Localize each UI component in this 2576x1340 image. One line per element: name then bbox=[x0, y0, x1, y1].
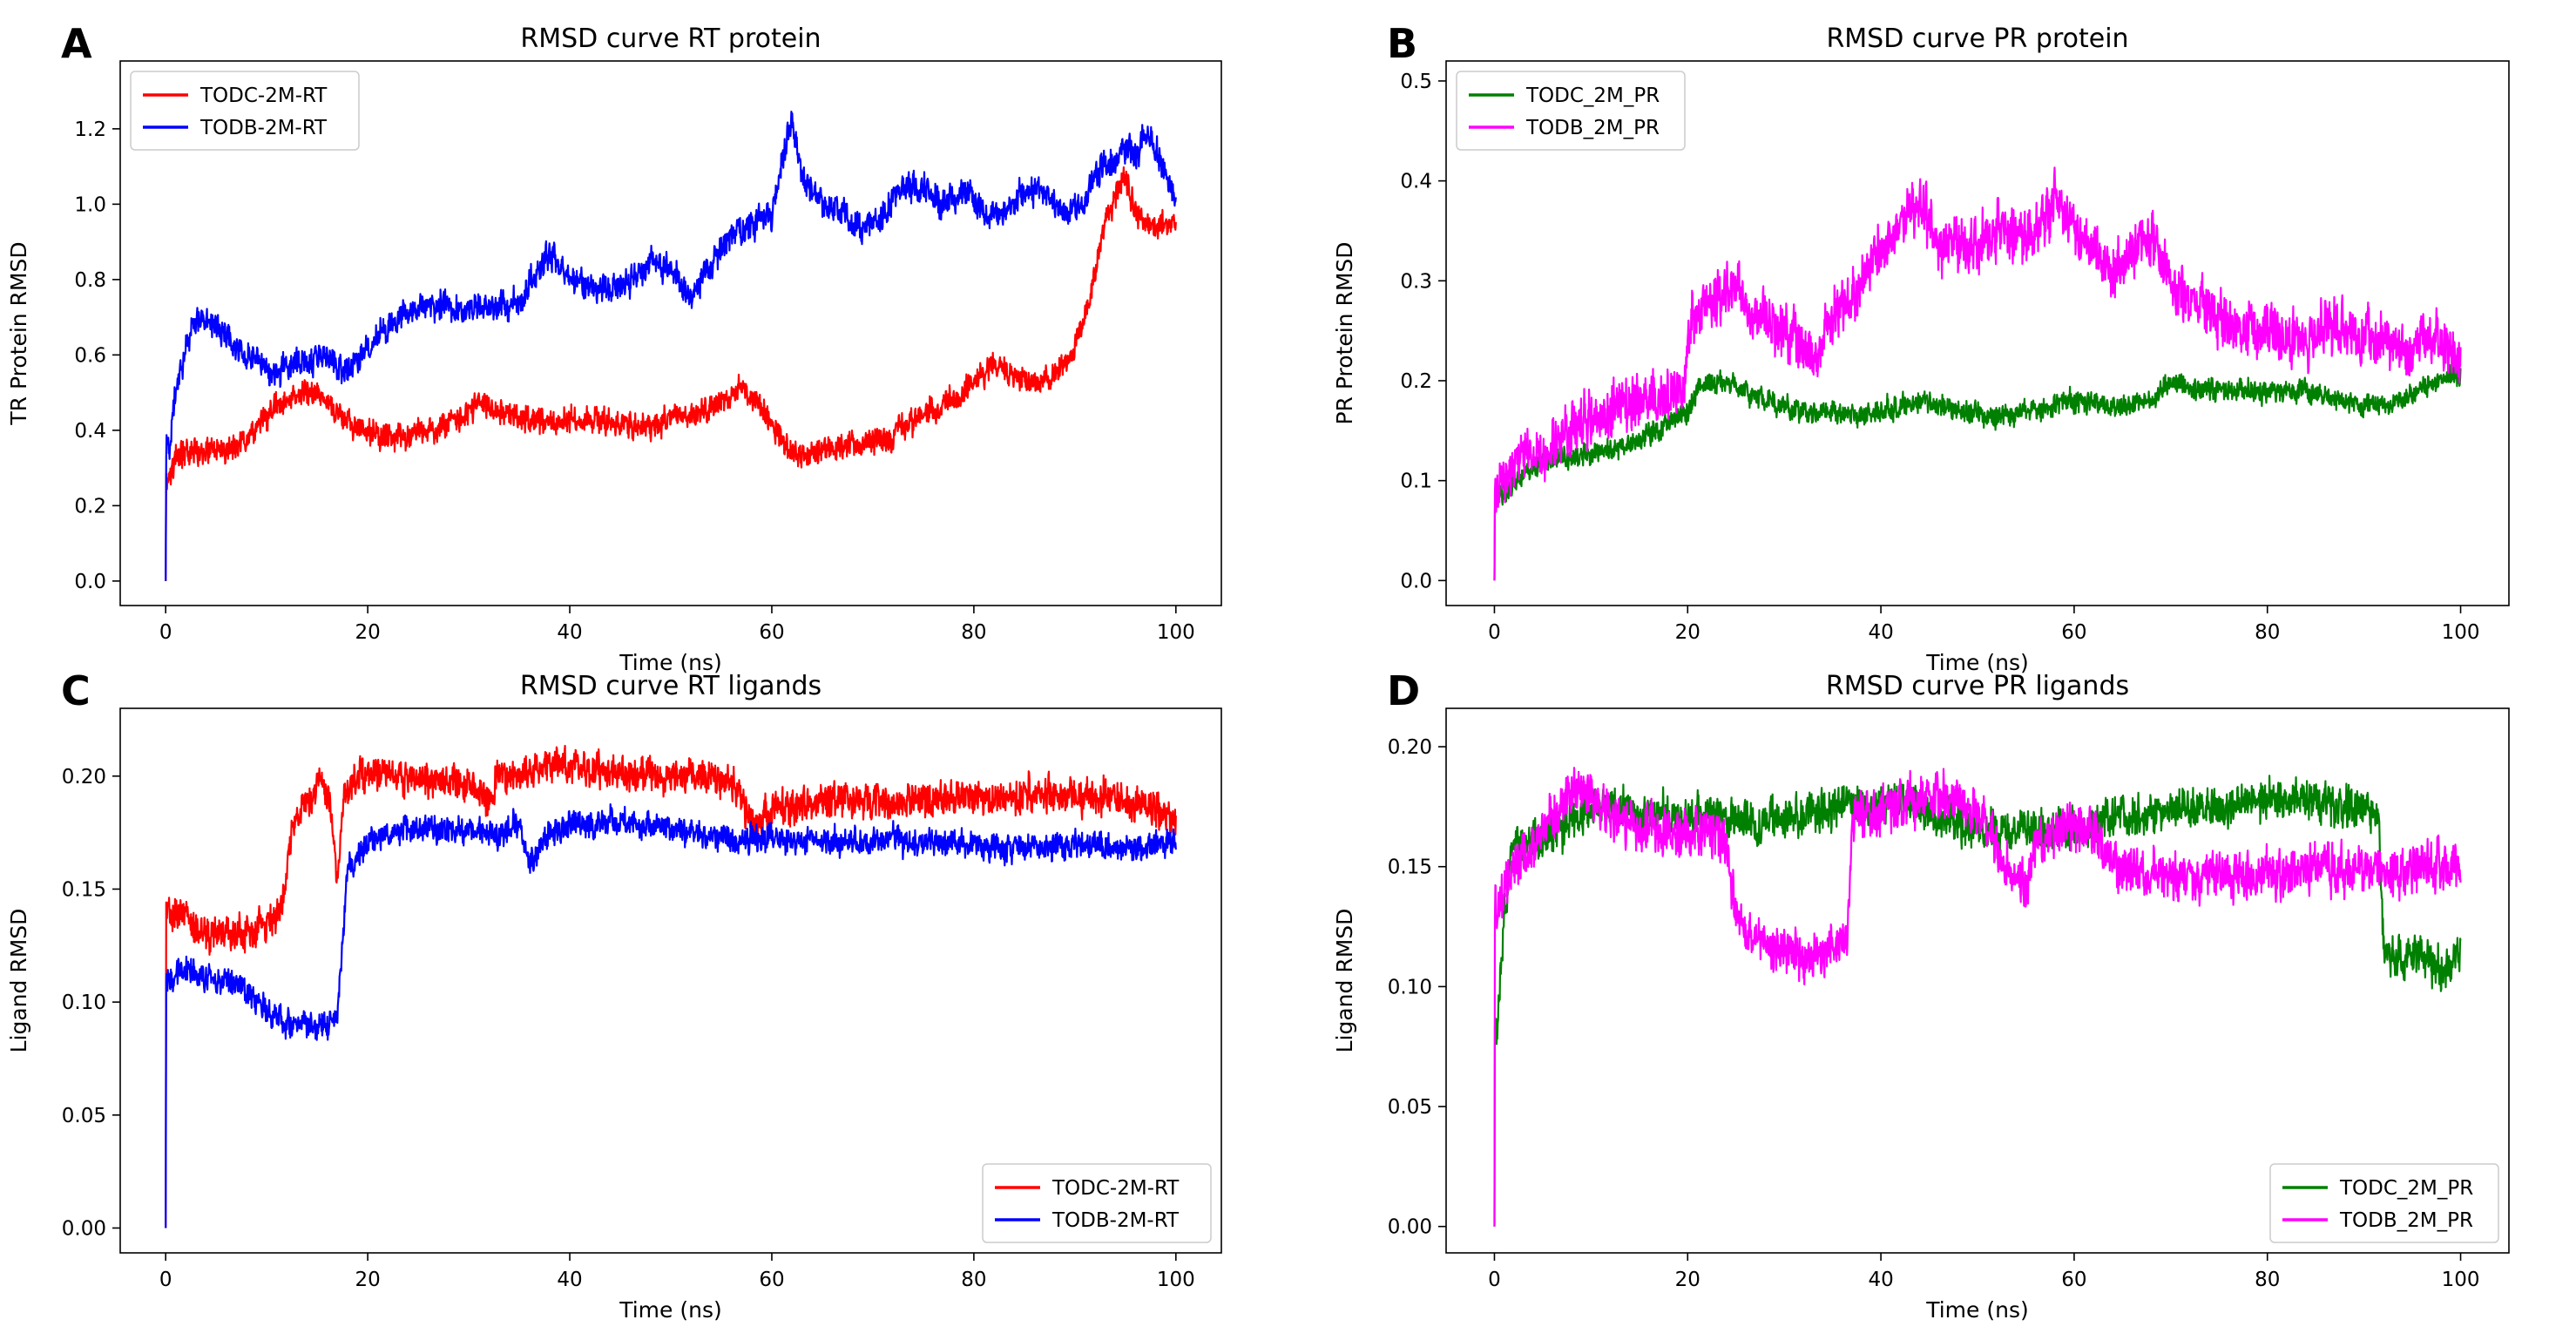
y-tick-label: 0.6 bbox=[74, 344, 106, 367]
y-tick-label: 1.0 bbox=[74, 193, 106, 216]
x-tick-label: 0 bbox=[159, 621, 172, 644]
y-tick-label: 0.4 bbox=[1400, 171, 1432, 193]
panel-letter: A bbox=[61, 20, 92, 67]
y-axis-label: Ligand RMSD bbox=[1332, 909, 1357, 1053]
legend-box bbox=[1456, 71, 1686, 151]
legend-label: TODC-2M-RT bbox=[199, 85, 328, 107]
x-tick-label: 40 bbox=[1868, 1269, 1893, 1291]
chart-title: RMSD curve PR ligands bbox=[1826, 671, 2129, 701]
legend: TODC_2M_PR TODB_2M_PR bbox=[2269, 1163, 2499, 1243]
y-tick-label: 0.2 bbox=[1400, 370, 1432, 393]
chart-panel-c: 0 20 40 60 80 100 0.00 0.05 0.10 0.15 0.20 RMSD cur… bbox=[6, 667, 1222, 1323]
x-tick-label: 40 bbox=[557, 1269, 582, 1291]
chart-panel-b: 0 20 40 60 80 100 0.0 0.1 0.2 0.3 0.4 0.5 RMSD curve… bbox=[1332, 20, 2510, 675]
panel-letter: B bbox=[1387, 20, 1417, 67]
x-tick-label: 100 bbox=[1157, 621, 1195, 644]
y-tick-label: 0.00 bbox=[62, 1217, 106, 1240]
series-line-todc_2m_pr bbox=[1493, 363, 2462, 581]
panel-letter: C bbox=[61, 667, 91, 714]
series-group bbox=[165, 111, 1177, 581]
chart-title: RMSD curve RT ligands bbox=[520, 671, 821, 701]
x-tick-label: 0 bbox=[1488, 621, 1501, 644]
x-tick-label: 60 bbox=[2061, 621, 2086, 644]
y-tick-label: 0.4 bbox=[74, 420, 106, 443]
x-tick-label: 80 bbox=[961, 1269, 986, 1291]
y-axis-label: PR Protein RMSD bbox=[1332, 241, 1357, 424]
x-tick-label: 20 bbox=[1675, 1269, 1700, 1291]
y-tick-label: 0.00 bbox=[1388, 1216, 1432, 1239]
x-tick-label: 40 bbox=[557, 621, 582, 644]
y-axis-label: Ligand RMSD bbox=[6, 909, 31, 1053]
x-tick-label: 80 bbox=[961, 621, 986, 644]
y-tick-label: 0.15 bbox=[62, 878, 106, 901]
plot-frame bbox=[1445, 707, 2510, 1254]
y-tick-label: 0.05 bbox=[1388, 1096, 1432, 1119]
legend-label: TODB-2M-RT bbox=[199, 117, 328, 139]
x-tick-label: 80 bbox=[2255, 621, 2280, 644]
x-tick-label: 60 bbox=[2061, 1269, 2086, 1291]
y-tick-label: 1.2 bbox=[74, 118, 106, 141]
legend-label: TODB_2M_PR bbox=[2339, 1209, 2473, 1232]
series-group bbox=[1493, 166, 2462, 581]
x-axis-label: Time (ns) bbox=[1925, 650, 2029, 675]
x-axis-label: Time (ns) bbox=[619, 1297, 722, 1323]
chart-title: RMSD curve RT protein bbox=[520, 24, 821, 54]
y-tick-label: 0.3 bbox=[1400, 270, 1432, 293]
legend-label: TODB-2M-RT bbox=[1051, 1209, 1180, 1232]
y-axis-label: TR Protein RMSD bbox=[6, 241, 31, 425]
legend-label: TODC_2M_PR bbox=[1525, 85, 1660, 107]
y-tick-label: 0.1 bbox=[1400, 470, 1432, 493]
legend-label: TODB_2M_PR bbox=[1525, 117, 1660, 139]
plot-frame bbox=[119, 707, 1222, 1254]
series-line-todc-2m-rt bbox=[165, 166, 1177, 581]
y-tick-label: 0.10 bbox=[1388, 976, 1432, 998]
x-tick-label: 0 bbox=[1488, 1269, 1501, 1291]
y-tick-label: 0.2 bbox=[74, 495, 106, 518]
y-tick-label: 0.5 bbox=[1400, 71, 1432, 93]
plot-frame bbox=[1445, 60, 2510, 606]
chart-panel-d: 0 20 40 60 80 100 0.00 0.05 0.10 0.15 0.20 RMSD cur… bbox=[1332, 667, 2510, 1323]
y-tick-label: 0.20 bbox=[1388, 736, 1432, 759]
legend: TODC-2M-RT TODB-2M-RT bbox=[982, 1163, 1212, 1243]
legend-label: TODC-2M-RT bbox=[1051, 1177, 1180, 1200]
series-line-todb_2m_pr bbox=[1493, 767, 2462, 1227]
panel-letter: D bbox=[1387, 667, 1420, 714]
x-tick-label: 0 bbox=[159, 1269, 172, 1291]
legend: TODC_2M_PR TODB_2M_PR bbox=[1456, 71, 1686, 151]
series-line-todb-2m-rt bbox=[165, 111, 1177, 581]
legend-box bbox=[2269, 1163, 2499, 1243]
x-tick-label: 20 bbox=[1675, 621, 1700, 644]
x-axis-label: Time (ns) bbox=[1925, 1297, 2029, 1323]
y-tick-label: 0.20 bbox=[62, 766, 106, 788]
chart-title: RMSD curve PR protein bbox=[1826, 24, 2128, 54]
chart-panel-a: 0 20 40 60 80 100 0.0 0.2 0.4 0.6 0.8 1.0 1.2 RMSD cu… bbox=[6, 20, 1222, 675]
legend-label: TODC_2M_PR bbox=[2339, 1177, 2473, 1200]
y-tick-label: 0.10 bbox=[62, 991, 106, 1014]
x-tick-label: 80 bbox=[2255, 1269, 2280, 1291]
y-tick-label: 0.15 bbox=[1388, 856, 1432, 879]
x-tick-label: 40 bbox=[1868, 621, 1893, 644]
y-tick-label: 0.05 bbox=[62, 1105, 106, 1127]
series-group bbox=[1493, 767, 2462, 1227]
series-line-todb-2m-rt bbox=[165, 803, 1177, 1228]
x-tick-label: 100 bbox=[1157, 1269, 1195, 1291]
x-tick-label: 20 bbox=[355, 1269, 380, 1291]
y-tick-label: 0.0 bbox=[1400, 570, 1432, 592]
x-axis-label: Time (ns) bbox=[619, 650, 722, 675]
y-tick-label: 0.0 bbox=[74, 571, 106, 593]
x-tick-label: 100 bbox=[2442, 621, 2480, 644]
x-tick-label: 60 bbox=[759, 621, 784, 644]
legend-box bbox=[982, 1163, 1212, 1243]
plot-frame bbox=[119, 60, 1222, 606]
x-tick-label: 60 bbox=[759, 1269, 784, 1291]
series-line-todc-2m-rt bbox=[165, 744, 1177, 1228]
series-group bbox=[165, 744, 1177, 1228]
x-tick-label: 100 bbox=[2442, 1269, 2480, 1291]
legend: TODC-2M-RT TODB-2M-RT bbox=[130, 71, 360, 151]
x-tick-label: 20 bbox=[355, 621, 380, 644]
series-line-todb_2m_pr bbox=[1493, 166, 2462, 581]
y-tick-label: 0.8 bbox=[74, 269, 106, 292]
legend-box bbox=[130, 71, 360, 151]
